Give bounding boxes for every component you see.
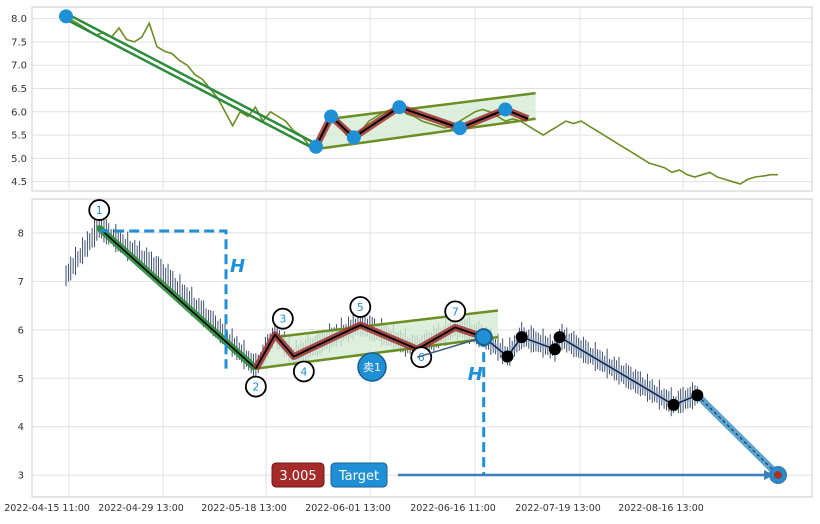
x-tick-label: 2022-06-16 11:00 <box>410 503 496 514</box>
top-y-tick-label: 7.5 <box>11 37 27 48</box>
target-marker-core <box>774 470 782 479</box>
top-y-tick-label: 5.0 <box>11 154 27 165</box>
top-pivot-marker <box>392 100 407 115</box>
projection-pivot <box>501 350 514 363</box>
top-pivot-marker <box>498 102 513 117</box>
pattern-point-label: 5 <box>357 301 364 314</box>
bottom-y-tick-label: 3 <box>18 471 24 482</box>
pattern-point-label: 3 <box>279 313 286 326</box>
top-y-tick-label: 5.5 <box>11 131 27 142</box>
x-tick-label: 2022-06-01 13:00 <box>305 503 391 514</box>
bottom-y-tick-label: 6 <box>18 325 24 336</box>
pattern-point-badge <box>244 375 267 398</box>
pattern-point-badge <box>292 360 315 383</box>
top-pivot-marker <box>308 139 323 154</box>
h-label-lower: H <box>468 364 483 385</box>
target-value-label: 3.005 <box>279 469 316 484</box>
bottom-channel-lower <box>255 335 499 370</box>
pattern-point-badge <box>444 300 467 323</box>
pattern-point-label: 7 <box>452 305 459 318</box>
pattern-point-badge <box>349 296 372 318</box>
bottom-y-tick-label: 7 <box>18 277 24 288</box>
bottom-y-tick-label: 8 <box>18 228 24 239</box>
target-badge <box>330 462 388 488</box>
target-path-dash <box>696 394 779 476</box>
top-channel-upper <box>330 91 536 121</box>
pattern-point-label: 4 <box>300 365 307 378</box>
top-trend-line <box>65 12 317 145</box>
projection-pivot <box>515 331 528 344</box>
top-y-tick-label: 6.0 <box>11 107 27 118</box>
x-tick-label: 2022-05-18 13:00 <box>201 503 287 514</box>
x-tick-label: 2022-07-19 13:00 <box>515 503 601 514</box>
trend-start-marker <box>96 225 103 232</box>
bottom-y-tick-label: 5 <box>18 374 24 385</box>
projection-pivot <box>553 331 566 344</box>
top-pivot-marker <box>346 130 361 145</box>
pattern-point-label: 2 <box>252 381 259 394</box>
projection-pivot <box>667 398 680 411</box>
top-y-tick-label: 7.0 <box>11 61 27 72</box>
pattern-point-badge <box>410 346 433 369</box>
sell-point <box>474 328 493 347</box>
top-y-tick-label: 6.5 <box>11 84 27 95</box>
x-tick-label: 2022-04-15 11:00 <box>4 503 90 514</box>
target-badge-label: Target <box>338 469 379 484</box>
top-price-line <box>65 15 778 185</box>
top-trend-line <box>65 18 317 151</box>
h-measure-upper <box>99 229 228 369</box>
top-pivot-marker <box>452 121 467 136</box>
pattern-point-label: 6 <box>418 351 425 364</box>
h-label-upper: H <box>230 256 245 277</box>
bottom-y-tick-label: 4 <box>18 422 24 433</box>
top-y-tick-label: 8.0 <box>11 14 27 25</box>
x-tick-label: 2022-08-16 13:00 <box>618 503 704 514</box>
target-value-badge <box>271 462 325 488</box>
top-panel-frame <box>31 6 813 192</box>
pattern-point-badge <box>271 307 294 330</box>
projection-pivot <box>691 389 704 402</box>
top-pivot-marker <box>59 9 73 24</box>
projection-pivot <box>548 343 561 356</box>
bottom-trend-line <box>98 227 257 370</box>
top-channel-fill <box>316 93 536 150</box>
pattern-point-badge <box>88 199 111 221</box>
sell-connector <box>417 336 484 358</box>
sell-badge <box>357 352 387 382</box>
target-arrowhead <box>764 470 774 480</box>
top-pivot-marker <box>324 109 339 124</box>
bottom-channel-fill <box>255 310 498 369</box>
sell-badge-label: 卖1 <box>363 361 381 374</box>
top-y-tick-label: 4.5 <box>11 177 27 188</box>
x-tick-label: 2022-04-29 13:00 <box>98 503 184 514</box>
pattern-point-label: 1 <box>96 204 103 217</box>
bottom-pattern-line <box>255 324 484 370</box>
